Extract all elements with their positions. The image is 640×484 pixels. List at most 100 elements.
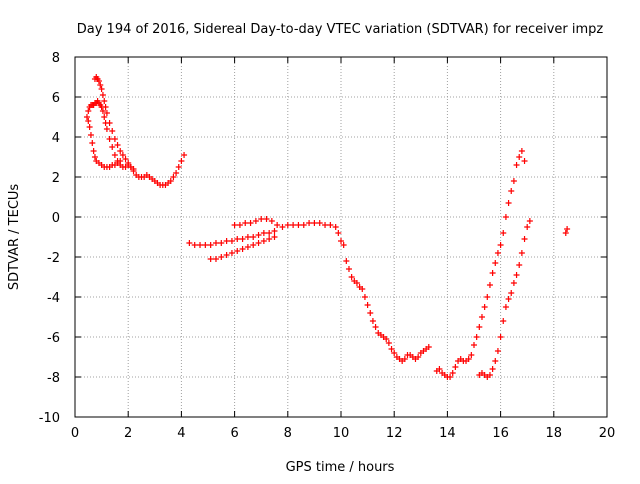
data-point xyxy=(268,218,275,224)
data-point xyxy=(338,238,344,244)
data-point xyxy=(486,372,493,378)
data-point xyxy=(353,280,360,286)
data-point xyxy=(415,354,422,360)
axis-ticks: 0 2 4 6 8 10 12 14 16 18 20 -10 -8 -6 -4 -2 0 2 4 6 8 xyxy=(39,51,616,441)
data-point xyxy=(478,314,485,320)
data-point xyxy=(239,236,246,242)
data-point xyxy=(122,156,129,162)
data-point xyxy=(218,240,225,246)
data-point xyxy=(385,340,392,346)
data-point xyxy=(279,224,286,230)
data-point xyxy=(266,236,273,242)
data-point xyxy=(452,364,459,370)
data-point xyxy=(85,118,92,124)
data-point xyxy=(327,222,334,228)
data-point xyxy=(322,222,329,228)
data-point xyxy=(516,154,523,160)
chart-title: Day 194 of 2016, Sidereal Day-to-day VTE… xyxy=(77,22,604,37)
data-point xyxy=(500,318,507,324)
data-point xyxy=(436,366,443,372)
data-point xyxy=(258,216,265,222)
data-point xyxy=(218,254,225,260)
data-point xyxy=(271,234,278,240)
data-point xyxy=(497,242,504,248)
data-point xyxy=(103,110,110,116)
data-point xyxy=(130,166,137,172)
data-point xyxy=(345,266,352,272)
data-point xyxy=(191,242,198,248)
data-point xyxy=(119,152,126,158)
data-point xyxy=(212,256,219,262)
data-point xyxy=(250,234,257,240)
data-point xyxy=(234,236,241,242)
x-tick-label: 0 xyxy=(71,426,79,441)
x-axis-label: GPS time / hours xyxy=(286,460,395,475)
data-point xyxy=(106,120,113,126)
data-point xyxy=(476,324,483,330)
data-point xyxy=(103,126,110,132)
data-point xyxy=(489,270,496,276)
data-point xyxy=(300,222,307,228)
data-point xyxy=(207,242,214,248)
data-point xyxy=(186,240,193,246)
data-point xyxy=(447,374,454,380)
data-point xyxy=(252,218,259,224)
data-point xyxy=(242,220,249,226)
data-point xyxy=(505,296,512,302)
x-tick-label: 8 xyxy=(284,426,292,441)
data-point xyxy=(425,344,432,350)
x-tick-label: 18 xyxy=(546,426,563,441)
data-point xyxy=(91,154,98,160)
data-point xyxy=(401,356,408,362)
data-point xyxy=(212,240,219,246)
data-point xyxy=(239,246,246,252)
data-point xyxy=(508,188,515,194)
x-tick-label: 10 xyxy=(333,426,350,441)
data-point xyxy=(348,274,355,280)
data-point xyxy=(231,222,238,228)
data-point xyxy=(524,224,531,230)
data-points xyxy=(83,74,571,380)
data-point xyxy=(513,272,520,278)
data-point xyxy=(111,152,118,158)
data-point xyxy=(295,222,302,228)
data-point xyxy=(508,290,515,296)
data-point xyxy=(181,152,188,158)
data-point xyxy=(526,218,533,224)
y-tick-label: -8 xyxy=(47,371,60,386)
data-point xyxy=(274,222,281,228)
data-point xyxy=(484,294,491,300)
data-point xyxy=(236,222,243,228)
data-point xyxy=(564,226,571,232)
data-point xyxy=(492,358,499,364)
data-point xyxy=(391,350,398,356)
data-point xyxy=(513,162,520,168)
y-tick-label: -2 xyxy=(47,251,60,266)
y-tick-label: 8 xyxy=(52,51,60,66)
data-point xyxy=(361,294,368,300)
data-point xyxy=(101,98,108,104)
data-point xyxy=(521,158,528,164)
data-point xyxy=(332,224,339,230)
data-point xyxy=(510,280,517,286)
data-point xyxy=(99,108,106,114)
data-point xyxy=(244,244,251,250)
x-tick-label: 2 xyxy=(124,426,132,441)
data-point xyxy=(494,348,501,354)
x-tick-label: 12 xyxy=(386,426,403,441)
data-point xyxy=(244,234,251,240)
data-point xyxy=(263,216,270,222)
data-point xyxy=(311,220,318,226)
data-point xyxy=(340,242,347,248)
data-point xyxy=(497,334,504,340)
data-point xyxy=(175,164,182,170)
data-point xyxy=(359,286,366,292)
x-tick-label: 14 xyxy=(439,426,456,441)
data-point xyxy=(255,232,262,238)
data-point xyxy=(489,366,496,372)
data-point xyxy=(87,132,94,138)
y-tick-label: 6 xyxy=(52,91,60,106)
x-tick-label: 4 xyxy=(177,426,185,441)
data-point xyxy=(101,114,108,120)
